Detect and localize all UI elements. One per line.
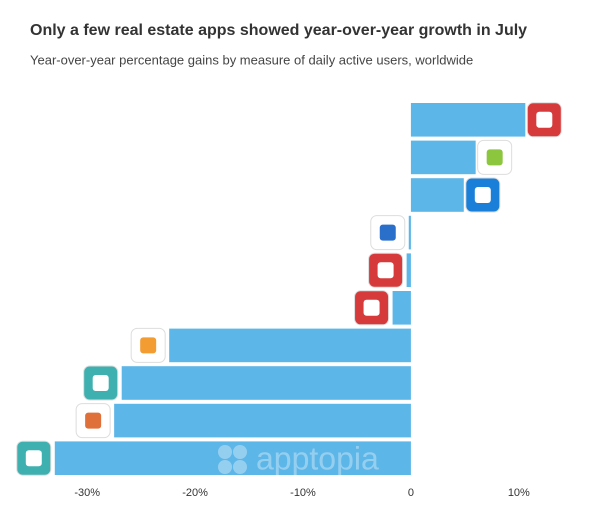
x-tick-label: -10% xyxy=(290,487,316,499)
app-icon-glyph xyxy=(140,337,157,354)
app-icon-glyph xyxy=(474,187,491,203)
bar xyxy=(408,215,411,250)
app-icon-glyph xyxy=(25,450,42,467)
bar xyxy=(114,403,411,438)
app-icon-glyph xyxy=(536,111,553,128)
bar xyxy=(54,441,411,475)
app-icon-glyph xyxy=(486,149,503,166)
app-icon-glyph xyxy=(363,299,380,316)
bar xyxy=(410,103,526,137)
watermark-text: apptopia xyxy=(256,440,379,476)
x-tick-label: -20% xyxy=(182,487,208,499)
app-icon-glyph xyxy=(377,262,394,279)
watermark: apptopia xyxy=(218,440,379,476)
bar xyxy=(392,291,411,325)
x-tick-label: 0 xyxy=(408,487,414,499)
x-tick-label: 10% xyxy=(508,487,530,499)
bar xyxy=(406,253,411,287)
app-icon-glyph xyxy=(92,375,109,391)
bar xyxy=(410,140,476,175)
app-icon-glyph xyxy=(379,224,396,241)
app-icon-glyph xyxy=(85,412,102,429)
chart-subtitle: Year-over-year percentage gains by measu… xyxy=(30,52,473,67)
bar xyxy=(169,328,411,363)
x-tick-label: -30% xyxy=(74,487,100,499)
chart-title: Only a few real estate apps showed year-… xyxy=(30,22,527,39)
bar xyxy=(410,178,464,212)
bar xyxy=(121,366,411,400)
